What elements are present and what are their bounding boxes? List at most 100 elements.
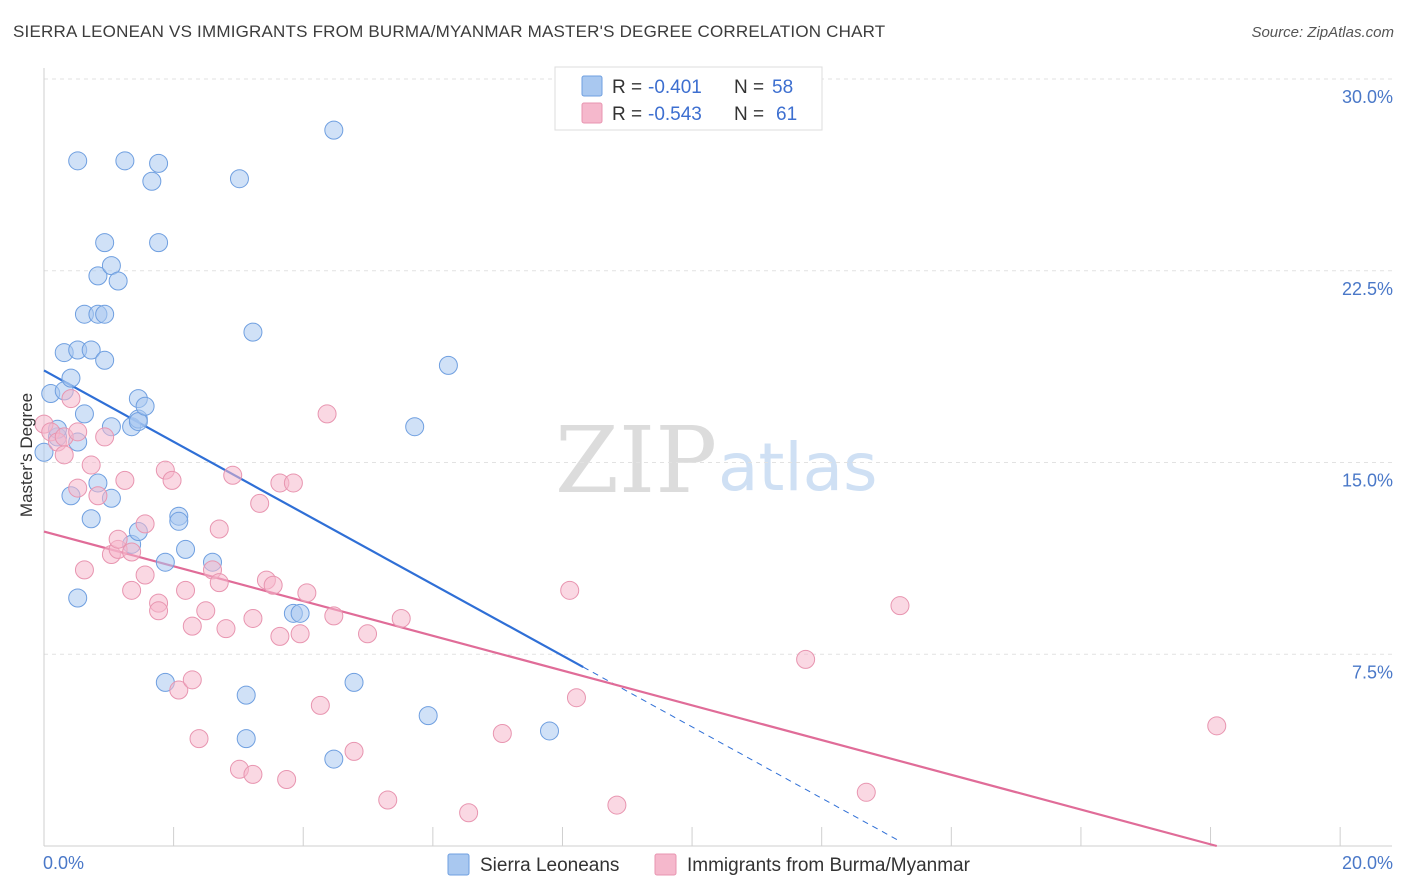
point-s1-31 (209, 519, 229, 539)
point-s0-40 (169, 511, 189, 531)
chart-source: Source: ZipAtlas.com (1251, 24, 1394, 41)
point-s0-45 (236, 685, 256, 705)
x-tick-label-max: 20.0% (1342, 853, 1393, 873)
trend-line-0 (43, 369, 584, 668)
series-legend: Sierra Leoneans Immigrants from Burma/My… (447, 853, 971, 876)
point-s1-11 (95, 427, 115, 447)
bottom-legend-swatch-sierra-leoneans (447, 853, 470, 876)
point-s1-55 (492, 724, 512, 744)
point-s0-21 (95, 304, 115, 324)
point-s1-28 (189, 729, 209, 749)
point-s1-18 (135, 514, 155, 534)
point-s1-53 (391, 608, 411, 628)
point-s0-11 (68, 151, 88, 171)
point-s1-25 (176, 580, 196, 600)
point-s1-57 (566, 688, 586, 708)
point-s0-0 (34, 442, 54, 462)
point-s1-17 (122, 542, 142, 562)
legend-n-value-2: 61 (776, 104, 797, 125)
point-s1-9 (81, 455, 101, 475)
point-s1-37 (243, 608, 263, 628)
y-axis-label: Master's Degree (17, 393, 36, 517)
point-s0-34 (142, 171, 162, 191)
point-s0-48 (290, 603, 310, 623)
point-s1-47 (310, 695, 330, 715)
trend-extension-0 (582, 666, 901, 842)
point-s1-42 (270, 626, 290, 646)
legend-swatch-burma (581, 102, 603, 124)
legend-n-label-1: N = (734, 77, 764, 98)
point-s1-54 (459, 803, 479, 823)
point-s1-58 (607, 795, 627, 815)
point-s0-15 (81, 340, 101, 360)
legend-n-value-1: 58 (772, 77, 793, 98)
point-s1-21 (149, 601, 169, 621)
point-s1-16 (122, 580, 142, 600)
point-s1-29 (196, 601, 216, 621)
point-s1-33 (216, 619, 236, 639)
point-s0-53 (418, 706, 438, 726)
point-s0-35 (149, 153, 169, 173)
point-s1-23 (162, 470, 182, 490)
point-s1-27 (182, 616, 202, 636)
point-s0-16 (88, 266, 108, 286)
y-tick-label-0: 7.5% (1352, 662, 1393, 682)
x-tick-label-min: 0.0% (43, 853, 84, 873)
point-s0-25 (108, 271, 128, 291)
bottom-legend-label-sierra-leoneans: Sierra Leoneans (480, 855, 619, 876)
chart-title: SIERRA LEONEAN VS IMMIGRANTS FROM BURMA/… (13, 22, 886, 41)
point-s0-19 (95, 233, 115, 253)
point-s1-3 (54, 445, 74, 465)
point-s0-51 (344, 672, 364, 692)
point-s1-19 (135, 565, 155, 585)
point-s1-43 (277, 770, 297, 790)
point-s1-38 (250, 493, 270, 513)
legend-r-label-1: R = (612, 77, 642, 98)
point-s0-6 (61, 368, 81, 388)
point-s0-49 (324, 120, 344, 140)
point-s1-24 (169, 680, 189, 700)
legend-r-value-1: -0.401 (648, 77, 702, 98)
point-s1-15 (115, 470, 135, 490)
point-s1-5 (61, 389, 81, 409)
point-s0-10 (68, 588, 88, 608)
point-s1-45 (290, 624, 310, 644)
point-s1-6 (68, 422, 88, 442)
point-s0-52 (405, 417, 425, 437)
point-s1-8 (74, 560, 94, 580)
point-s1-62 (1207, 716, 1227, 736)
point-s1-46 (297, 583, 317, 603)
correlation-legend: R = -0.401 N = 58 R = -0.543 N = 61 (554, 66, 823, 131)
y-tick-label-1: 15.0% (1342, 471, 1393, 491)
point-s0-36 (149, 233, 169, 253)
point-s1-36 (243, 764, 263, 784)
point-s0-46 (243, 322, 263, 342)
point-s1-26 (182, 670, 202, 690)
point-s1-10 (88, 486, 108, 506)
bottom-legend-label-burma: Immigrants from Burma/Myanmar (687, 855, 971, 876)
point-s0-33 (135, 396, 155, 416)
y-tick-label-3: 30.0% (1342, 87, 1393, 107)
point-s0-26 (115, 151, 135, 171)
point-s1-48 (317, 404, 337, 424)
point-s1-32 (209, 573, 229, 593)
data-points (34, 120, 1227, 823)
legend-r-label-2: R = (612, 104, 642, 125)
watermark-atlas: atlas (718, 429, 878, 506)
point-s1-52 (378, 790, 398, 810)
point-s1-59 (796, 649, 816, 669)
legend-n-label-2: N = (734, 104, 764, 125)
trend-line-1 (43, 530, 1218, 848)
gridlines (44, 78, 1392, 655)
point-s0-12 (74, 404, 94, 424)
point-s0-37 (155, 552, 175, 572)
point-s1-49 (324, 606, 344, 626)
legend-r-value-2: -0.543 (648, 104, 702, 125)
point-s1-56 (560, 580, 580, 600)
point-s1-14 (108, 529, 128, 549)
legend-swatch-sierra-leoneans (581, 75, 603, 97)
point-s0-43 (229, 169, 249, 189)
point-s1-44 (283, 473, 303, 493)
point-s0-41 (176, 539, 196, 559)
